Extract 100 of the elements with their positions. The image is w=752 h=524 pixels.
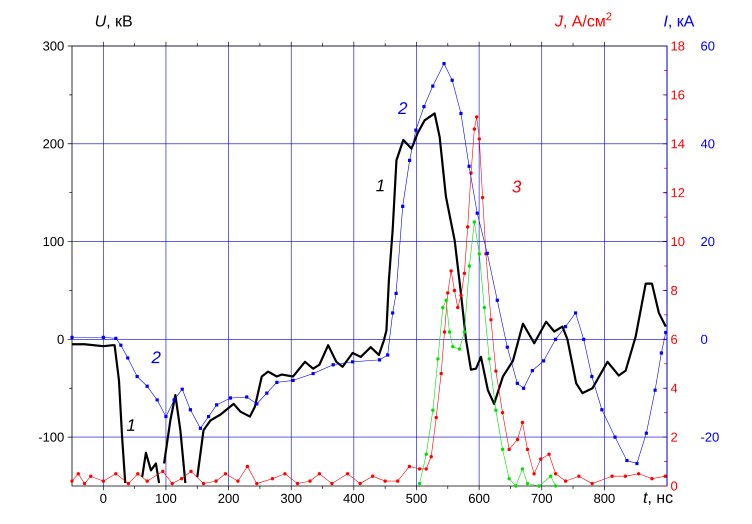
point xyxy=(514,484,518,488)
x-tick-label: 0 xyxy=(100,494,106,503)
point xyxy=(245,395,248,399)
y-tick-label: 300 xyxy=(43,41,64,51)
point xyxy=(516,382,519,385)
point xyxy=(255,402,258,406)
point xyxy=(664,330,668,334)
point xyxy=(378,358,382,362)
point xyxy=(436,357,440,361)
point xyxy=(156,398,159,402)
y2-tick-label: 2 xyxy=(671,432,678,442)
point xyxy=(500,448,504,452)
point xyxy=(660,351,663,355)
point xyxy=(119,344,122,347)
point xyxy=(215,403,218,406)
point xyxy=(462,330,466,334)
point xyxy=(625,458,629,462)
point xyxy=(644,432,648,435)
y2-tick-label: 8 xyxy=(671,286,678,296)
x-tick-label: 200 xyxy=(218,494,239,503)
point xyxy=(520,467,524,471)
y3-tick-label: 0 xyxy=(701,334,708,344)
x-tick-label: 800 xyxy=(594,494,615,503)
point xyxy=(506,346,509,349)
point xyxy=(172,398,176,402)
point xyxy=(136,374,139,378)
y2-tick-label: 6 xyxy=(671,334,678,344)
point xyxy=(444,298,448,302)
point xyxy=(70,336,74,339)
point xyxy=(467,164,471,168)
x-tick-label: 100 xyxy=(156,494,176,503)
point xyxy=(332,363,335,366)
point xyxy=(206,414,210,418)
y-tick-label: -100 xyxy=(38,432,64,442)
point xyxy=(451,344,454,348)
point xyxy=(582,338,586,341)
x-tick-label: 300 xyxy=(280,494,302,503)
point xyxy=(198,426,202,430)
point xyxy=(488,357,491,361)
point xyxy=(600,408,604,412)
point xyxy=(350,360,354,364)
point xyxy=(542,359,546,362)
y3-tick-label: 40 xyxy=(700,139,714,148)
y3-axis-title: I, кА xyxy=(664,15,694,28)
point xyxy=(228,396,232,400)
point xyxy=(468,264,472,268)
y2-axis-title: J, А/см$^{2}$ xyxy=(554,12,612,28)
point xyxy=(265,392,268,395)
point xyxy=(394,292,398,295)
point xyxy=(126,356,130,360)
y2-tick-label: 4 xyxy=(670,384,678,393)
point xyxy=(442,62,446,66)
y-tick-label: 100 xyxy=(44,236,64,246)
point xyxy=(386,353,390,357)
point xyxy=(549,474,552,478)
point xyxy=(164,414,168,418)
y-axis-title: U, кВ xyxy=(96,15,132,28)
x-tick-label: 400 xyxy=(343,494,364,503)
point xyxy=(574,311,578,315)
point xyxy=(496,298,499,302)
point xyxy=(507,476,511,480)
y2-tick-label: 18 xyxy=(672,41,684,51)
point xyxy=(450,78,454,82)
point xyxy=(522,386,526,390)
point xyxy=(408,158,412,162)
point xyxy=(448,330,452,334)
point xyxy=(613,436,617,439)
point xyxy=(482,306,486,310)
point xyxy=(114,336,118,340)
point xyxy=(635,462,639,466)
point xyxy=(564,325,568,328)
x-tick-label: 700 xyxy=(532,494,552,503)
point xyxy=(312,372,315,376)
y3-tick-label: 20 xyxy=(701,236,714,246)
y2-tick-label: 10 xyxy=(672,236,684,246)
point xyxy=(180,388,184,391)
point xyxy=(478,252,481,256)
x-tick-label: 500 xyxy=(406,494,427,503)
y2-tick-label: 14 xyxy=(672,139,685,148)
series-label: 3 xyxy=(512,180,522,193)
x-tick-label: 600 xyxy=(468,494,490,503)
point xyxy=(459,112,463,116)
x-axis-title: t, нс xyxy=(644,492,673,505)
y2-tick-label: 0 xyxy=(671,481,678,491)
y-tick-label: 0 xyxy=(58,334,64,344)
point xyxy=(554,484,558,488)
point xyxy=(424,452,428,456)
point xyxy=(476,212,479,215)
point xyxy=(418,482,422,486)
point xyxy=(441,306,445,310)
point xyxy=(431,84,434,88)
point xyxy=(494,408,498,412)
point xyxy=(391,311,394,315)
point xyxy=(431,408,435,412)
point xyxy=(654,388,657,392)
series-label: 1 xyxy=(126,419,134,431)
text: 2 xyxy=(151,351,161,364)
y2-tick-label: 16 xyxy=(672,90,684,100)
point xyxy=(422,105,426,108)
y-tick-label: 200 xyxy=(43,139,64,148)
